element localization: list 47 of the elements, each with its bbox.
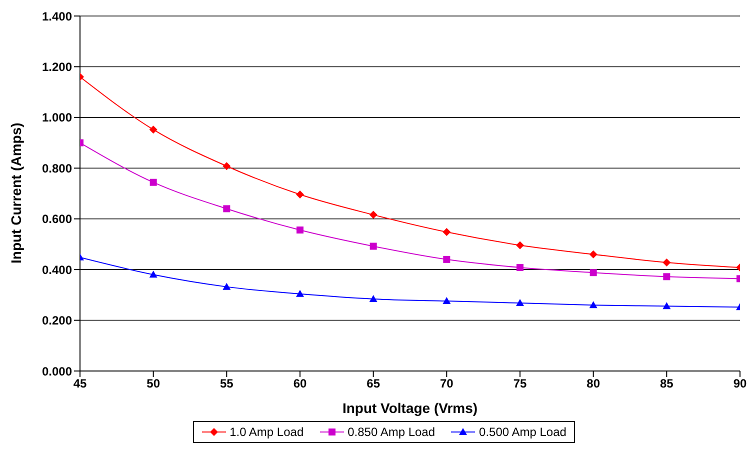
point bbox=[369, 294, 378, 302]
point bbox=[516, 241, 524, 250]
point bbox=[443, 256, 450, 263]
y-tick-label: 1.400 bbox=[42, 9, 72, 24]
x-tick-label: 80 bbox=[586, 376, 600, 391]
y-tick-label: 1.000 bbox=[42, 110, 72, 125]
x-tick-label: 75 bbox=[513, 376, 527, 391]
y-tick-label: 0.800 bbox=[42, 161, 72, 176]
point bbox=[442, 228, 451, 236]
point bbox=[590, 269, 597, 276]
point bbox=[442, 297, 451, 304]
x-tick-label: 55 bbox=[220, 376, 234, 391]
point bbox=[516, 299, 524, 306]
y-tick-label: 1.200 bbox=[42, 60, 72, 74]
point bbox=[296, 226, 304, 234]
point bbox=[296, 290, 304, 297]
x-tick-label: 45 bbox=[73, 376, 87, 391]
point bbox=[516, 264, 524, 272]
x-tick-label: 50 bbox=[146, 376, 160, 391]
point bbox=[662, 258, 671, 266]
legend-label: 1.0 Amp Load bbox=[228, 425, 304, 439]
x-tick-label: 60 bbox=[293, 376, 307, 391]
point bbox=[149, 126, 158, 134]
legend-label: 0.850 Amp Load bbox=[346, 425, 436, 439]
x-tick-label: 70 bbox=[440, 376, 454, 391]
y-tick-label: 0.400 bbox=[42, 262, 72, 277]
x-tick-label: 65 bbox=[366, 376, 380, 391]
point bbox=[663, 273, 670, 280]
point bbox=[370, 242, 377, 250]
point bbox=[222, 162, 231, 170]
point bbox=[589, 250, 598, 258]
point bbox=[662, 302, 671, 310]
x-tick-label: 90 bbox=[733, 376, 747, 391]
point bbox=[589, 301, 598, 308]
y-tick-label: 0.000 bbox=[42, 364, 72, 378]
point bbox=[223, 205, 230, 212]
point bbox=[149, 270, 158, 278]
point bbox=[222, 282, 231, 290]
point bbox=[296, 190, 304, 199]
x-tick-label: 85 bbox=[660, 376, 674, 391]
point bbox=[369, 210, 378, 219]
y-tick-label: 0.600 bbox=[42, 212, 72, 226]
y-axis-title: Input Current (Amps) bbox=[8, 122, 24, 264]
legend-label: 0.500 Amp Load bbox=[478, 425, 566, 439]
point bbox=[150, 178, 157, 186]
y-tick-label: 0.200 bbox=[42, 314, 72, 328]
x-axis-title: Input Voltage (Vrms) bbox=[342, 400, 478, 416]
